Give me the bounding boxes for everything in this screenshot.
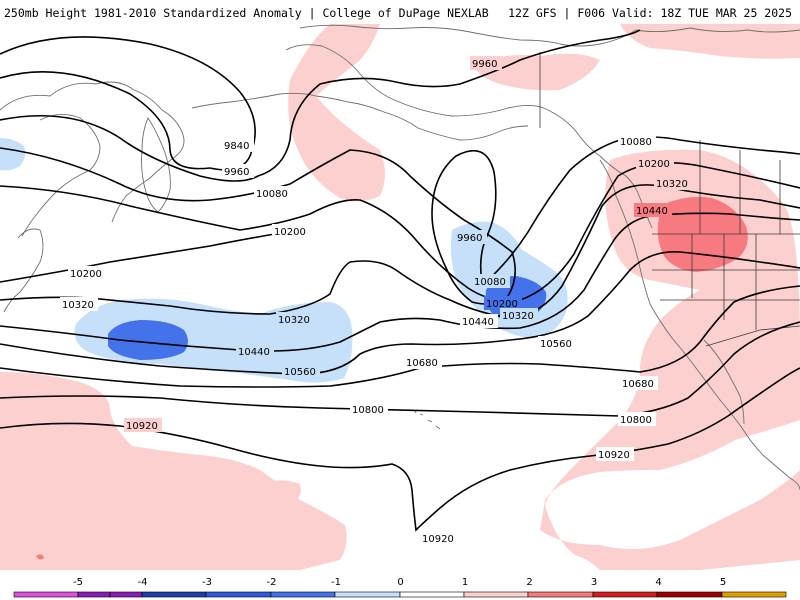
border-canada-provinces — [699, 140, 781, 234]
height-contours — [0, 29, 800, 532]
neg-anomaly-central-core — [108, 320, 188, 360]
colorbar-segment — [109, 591, 143, 598]
coast-mexico — [741, 427, 800, 491]
colorbar-tick--1: -1 — [331, 577, 341, 588]
colorbar-segment — [721, 591, 787, 598]
contour-label-10440a: 10440 — [238, 347, 270, 358]
colorbar-segment — [270, 591, 336, 598]
contour-label-10560b: 10560 — [540, 339, 572, 350]
border-us-mexico — [705, 325, 800, 347]
contour-label-10920b: 10920 — [598, 450, 630, 461]
colorbar: -5 -4 -3 -2 -1 0 1 2 3 4 5 — [13, 577, 787, 598]
contour-9960-w — [0, 29, 641, 182]
colorbar-tick-3: 3 — [591, 577, 597, 588]
colorbar-segment — [77, 591, 111, 598]
contour-9840-b — [0, 70, 211, 170]
contour-label-10680a: 10680 — [406, 358, 438, 369]
contour-label-10320c: 10320 — [502, 311, 534, 322]
contour-label-10560a: 10560 — [284, 367, 316, 378]
contour-label-10680b: 10680 — [622, 379, 654, 390]
colorbar-tick--2: -2 — [267, 577, 277, 588]
contour-label-10800a: 10800 — [352, 405, 384, 416]
neg-anomaly-tiny — [36, 554, 44, 560]
contour-10680 — [0, 285, 800, 388]
contour-label-10440c: 10440 — [636, 206, 668, 217]
contour-label-9960b: 9960 — [224, 167, 249, 178]
colorbar-tick-1: 1 — [462, 577, 468, 588]
contour-label-10200d: 10200 — [638, 159, 670, 170]
pos-anomaly-arctic — [620, 24, 800, 59]
contour-label-10200a: 10200 — [274, 227, 306, 238]
label-bg — [222, 138, 254, 152]
colorbar-segments — [13, 591, 787, 598]
coast-alaska — [285, 44, 653, 229]
contour-label-10080b: 10080 — [474, 277, 506, 288]
contour-10080 — [0, 147, 516, 305]
contour-label-10440b: 10440 — [462, 317, 494, 328]
colorbar-tick-labels: -5 -4 -3 -2 -1 0 1 2 3 4 5 — [73, 577, 726, 588]
contour-10920 — [0, 367, 800, 532]
coast-bc — [599, 159, 651, 305]
contour-label-10200b: 10200 — [70, 269, 102, 280]
colorbar-segment — [141, 591, 207, 598]
colorbar-segment — [527, 591, 594, 598]
contour-label-10320a: 10320 — [62, 300, 94, 311]
coast-alaska-north — [299, 24, 637, 47]
border-states-1 — [652, 234, 800, 330]
contour-9840 — [0, 36, 256, 171]
coast-hawaii — [411, 409, 441, 430]
contour-label-10320b: 10320 — [278, 315, 310, 326]
coast-siberia — [0, 81, 185, 223]
pos-anomaly-gulf-alaska — [288, 24, 385, 202]
political-borders — [539, 52, 800, 347]
contour-10560 — [0, 251, 800, 375]
colorbar-segment — [399, 591, 465, 598]
colorbar-segment — [463, 591, 529, 598]
pos-anomaly-bering — [472, 53, 600, 91]
colorbar-tick--4: -4 — [138, 577, 148, 588]
pos-anomaly-small-island — [268, 480, 301, 504]
coast-okhotsk — [21, 114, 101, 237]
contour-label-9960a: 9960 — [472, 59, 497, 70]
coastlines — [0, 24, 800, 491]
colorbar-segment — [656, 591, 723, 598]
colorbar-tick-0: 0 — [397, 577, 403, 588]
coast-canada-arctic — [635, 27, 800, 33]
map-header: 250mb Height 1981-2010 Standardized Anom… — [0, 0, 800, 24]
contour-10200-b — [0, 229, 301, 283]
coast-west-us — [649, 303, 743, 429]
neg-anomaly-west-edge — [0, 138, 26, 171]
colorbar-tick-4: 4 — [655, 577, 661, 588]
pos-anomaly-west-core — [657, 196, 748, 272]
contour-label-10200c: 10200 — [486, 299, 518, 310]
contour-10800 — [0, 321, 800, 417]
colorbar-tick-2: 2 — [526, 577, 532, 588]
anomaly-shading — [0, 24, 800, 570]
pos-anomaly-south-pacific — [0, 372, 347, 570]
contour-label-10920a: 10920 — [126, 421, 158, 432]
contour-label-9840: 9840 — [224, 141, 249, 152]
contour-label-9960c: 9960 — [457, 233, 482, 244]
colorbar-segment — [205, 591, 272, 598]
colorbar-segment — [334, 591, 401, 598]
contour-label-10080a: 10080 — [256, 189, 288, 200]
contour-label-10920c: 10920 — [422, 534, 454, 545]
colorbar-tick--3: -3 — [202, 577, 212, 588]
model-run-info: 12Z GFS | F006 Valid: 18Z TUE MAR 25 202… — [508, 6, 792, 20]
colorbar-tick-5: 5 — [720, 577, 726, 588]
contour-labels: 9840 9960 9960 9960 10080 10080 10080 10… — [60, 56, 692, 545]
coast-japan — [3, 228, 44, 313]
coast-kuril-aleutian — [191, 92, 529, 141]
coast-baja — [703, 339, 745, 425]
map-canvas: 9840 9960 9960 9960 10080 10080 10080 10… — [0, 24, 800, 570]
contour-label-10080c: 10080 — [620, 137, 652, 148]
contour-label-10800b: 10800 — [620, 415, 652, 426]
map-title: 250mb Height 1981-2010 Standardized Anom… — [4, 6, 489, 20]
colorbar-segment — [592, 591, 658, 598]
colorbar-tick--5: -5 — [73, 577, 83, 588]
contour-label-10320d: 10320 — [656, 179, 688, 190]
colorbar-segment — [13, 591, 79, 598]
